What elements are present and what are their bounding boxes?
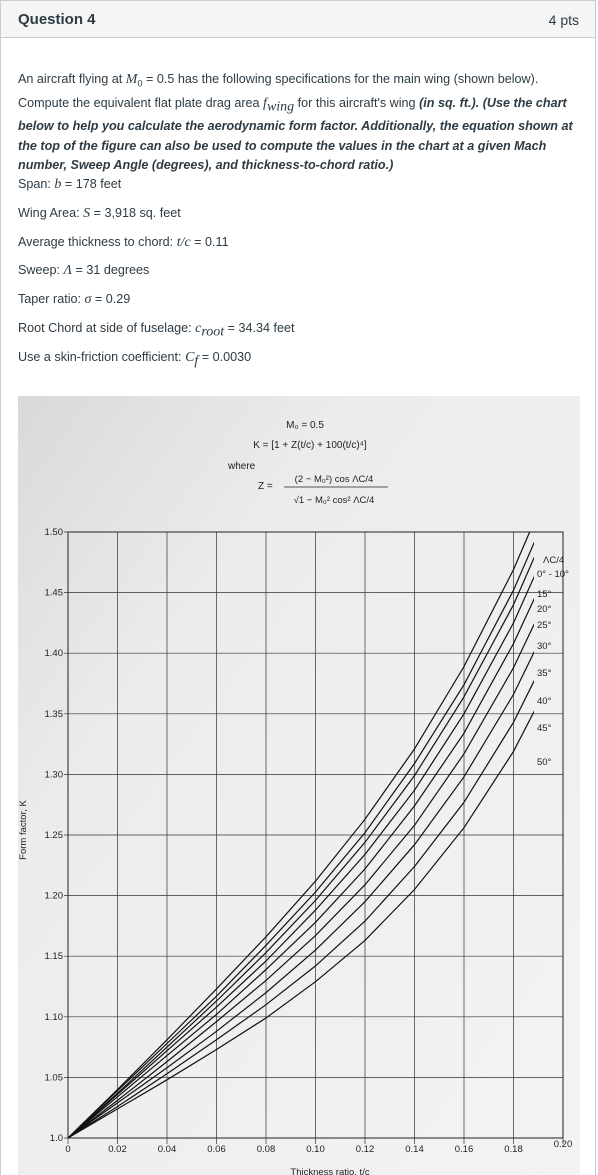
x-tick-label: 0.10 bbox=[306, 1144, 325, 1155]
legend-label: 25° bbox=[537, 620, 552, 631]
x-tick-label: 0.08 bbox=[257, 1144, 276, 1155]
text: = 0.0030 bbox=[198, 350, 252, 364]
legend-label: 20° bbox=[537, 604, 552, 615]
legend-label: 50° bbox=[537, 757, 552, 768]
text: = 0.11 bbox=[190, 235, 229, 249]
equation: where bbox=[227, 461, 256, 472]
text: Sweep: bbox=[18, 263, 64, 277]
emphasis: (in sq. ft.). (Use the chart below to he… bbox=[18, 96, 573, 173]
curve bbox=[68, 541, 534, 1139]
equation: Z = bbox=[258, 481, 273, 492]
spec: Span: b = 178 feet bbox=[18, 177, 121, 193]
y-tick-label: 1.35 bbox=[45, 709, 64, 720]
chart-figure: M₀ = 0.5 K = [1 + Z(t/c) + 100(t/c)⁴] wh… bbox=[18, 396, 580, 1175]
curve bbox=[68, 679, 534, 1139]
legend-label: 30° bbox=[537, 641, 552, 652]
text: Span: bbox=[18, 177, 55, 191]
y-tick-label: 1.0 bbox=[50, 1133, 63, 1144]
text: Wing Area: bbox=[18, 206, 84, 220]
x-tick-label: 0.02 bbox=[108, 1144, 127, 1155]
x-tick-label: 0.16 bbox=[455, 1144, 474, 1155]
math: S bbox=[83, 206, 91, 221]
spec: Average thickness to chord: t/c = 0.11 bbox=[18, 235, 229, 251]
curve bbox=[68, 650, 534, 1139]
math-sub: 0 bbox=[137, 78, 143, 89]
spec: Sweep: Λ = 31 degrees bbox=[18, 263, 149, 279]
scan-background bbox=[18, 396, 580, 1175]
math: c bbox=[195, 321, 202, 336]
curve bbox=[68, 597, 534, 1139]
spec: Taper ratio: σ = 0.29 bbox=[18, 292, 130, 308]
question-text: An aircraft flying at M0 = 0.5 has the f… bbox=[18, 70, 580, 176]
legend-label: 40° bbox=[537, 696, 552, 707]
y-tick-label: 1.20 bbox=[45, 891, 64, 902]
x-axis-label: Thickness ratio, t/c bbox=[290, 1167, 369, 1175]
math: f bbox=[263, 96, 267, 112]
y-tick-label: 1.05 bbox=[45, 1072, 64, 1083]
question-title: Question 4 bbox=[18, 11, 96, 28]
math-sub: root bbox=[201, 324, 225, 340]
text: = 3,918 sq. feet bbox=[90, 206, 181, 220]
legend-label: 0° - 10° bbox=[537, 569, 569, 580]
plot-frame bbox=[67, 531, 564, 1139]
question-header: Question 4 4 pts bbox=[0, 0, 596, 38]
equation: K = [1 + Z(t/c) + 100(t/c)⁴] bbox=[253, 440, 367, 451]
legend-label: 45° bbox=[537, 723, 552, 734]
equation: √1 − M₀² cos² ΛC/4 bbox=[294, 495, 375, 506]
curve bbox=[68, 556, 534, 1139]
math: t/c bbox=[176, 235, 191, 250]
x-tick-label: 0.20 bbox=[554, 1139, 573, 1150]
curve bbox=[68, 623, 534, 1139]
math: C bbox=[185, 350, 195, 365]
y-tick-label: 1.10 bbox=[45, 1012, 64, 1023]
text: for this aircraft's wing bbox=[294, 96, 420, 111]
y-axis-label: Form factor, K bbox=[18, 800, 29, 860]
spec: Use a skin-friction coefficient: Cf = 0.… bbox=[18, 350, 251, 370]
y-tick-label: 1.45 bbox=[45, 588, 64, 599]
y-tick-label: 1.40 bbox=[45, 648, 64, 659]
curve bbox=[68, 575, 534, 1139]
question-body bbox=[0, 38, 596, 1175]
text: = 34.34 feet bbox=[224, 321, 295, 335]
y-tick-label: 1.50 bbox=[45, 527, 64, 538]
y-tick-label: 1.15 bbox=[45, 951, 64, 962]
math: σ bbox=[84, 292, 92, 307]
y-tick-label: 1.25 bbox=[45, 830, 64, 841]
x-tick-label: 0.14 bbox=[405, 1144, 424, 1155]
x-tick-label: 0.18 bbox=[504, 1144, 523, 1155]
legend-label: 35° bbox=[537, 668, 552, 679]
text: = 0.5 has the following specifications f… bbox=[18, 72, 539, 111]
x-tick-label: 0.12 bbox=[356, 1144, 375, 1155]
text: An aircraft flying at bbox=[18, 72, 126, 86]
x-tick-label: 0.04 bbox=[158, 1144, 177, 1155]
spec: Root Chord at side of fuselage: croot = … bbox=[18, 321, 295, 341]
math-sub: wing bbox=[266, 99, 295, 115]
text: Average thickness to chord: bbox=[18, 235, 177, 249]
x-tick-label: 0 bbox=[65, 1144, 70, 1155]
math: Λ bbox=[63, 263, 72, 278]
legend-label: 15° bbox=[537, 589, 552, 600]
curve bbox=[68, 710, 534, 1139]
math: b bbox=[54, 177, 62, 192]
x-tick-label: 0.06 bbox=[207, 1144, 226, 1155]
text: = 0.29 bbox=[91, 292, 131, 306]
text: = 178 feet bbox=[61, 177, 122, 191]
text: Root Chord at side of fuselage: bbox=[18, 321, 196, 335]
legend-title: ΛC/4 bbox=[543, 555, 564, 566]
math: M bbox=[125, 72, 138, 87]
text: Taper ratio: bbox=[18, 292, 85, 306]
y-tick-label: 1.30 bbox=[45, 769, 64, 780]
math-sub: f bbox=[194, 353, 199, 369]
text: = 31 degrees bbox=[71, 263, 150, 277]
equation: (2 − M₀²) cos ΛC/4 bbox=[295, 474, 374, 485]
equation: M₀ = 0.5 bbox=[286, 420, 324, 431]
spec: Wing Area: S = 3,918 sq. feet bbox=[18, 206, 181, 222]
points: 4 pts bbox=[548, 12, 579, 28]
text: Use a skin-friction coefficient: bbox=[18, 350, 186, 364]
curves bbox=[68, 532, 534, 1139]
curve bbox=[68, 532, 531, 1139]
